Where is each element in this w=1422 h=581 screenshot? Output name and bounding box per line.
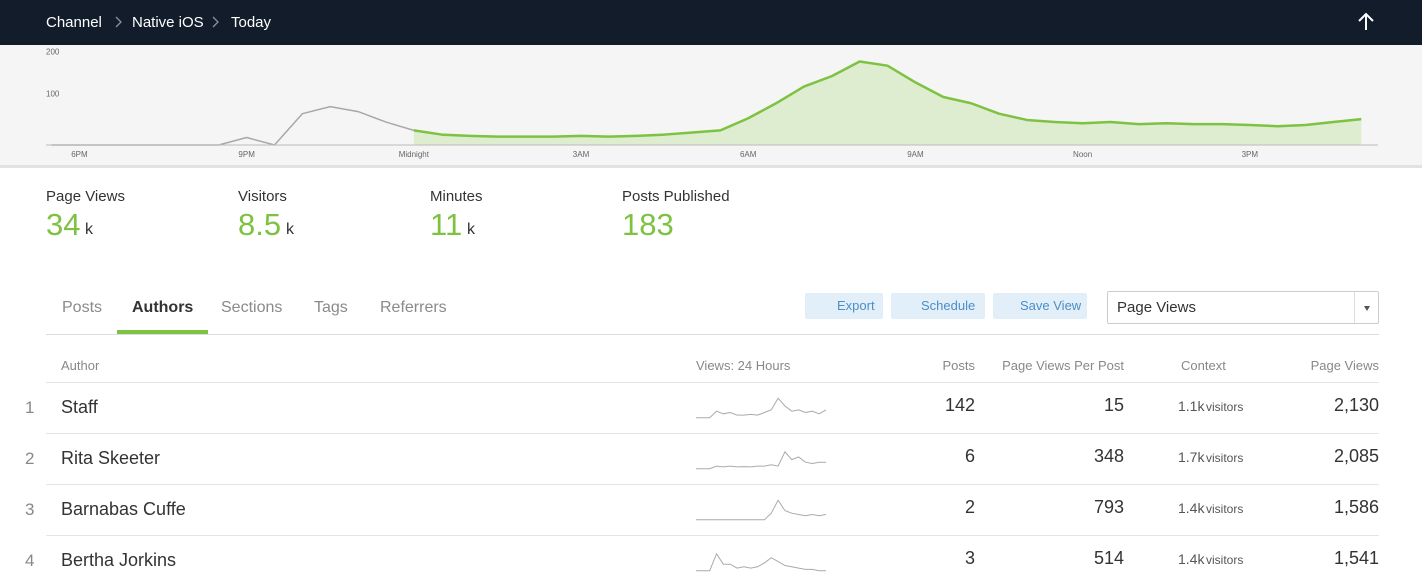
sparkline [696,397,826,419]
row-divider [46,535,1379,536]
context: 1.4k [1178,551,1205,567]
sparkline-line [696,397,826,419]
stat-label: Posts Published [622,188,730,205]
page-views: 1,586 [1333,497,1379,517]
stat-unit: k [467,221,475,238]
context: 1.4k [1178,500,1205,516]
page-views: 1,541 [1333,548,1379,568]
sparkline [696,552,826,572]
column-header[interactable]: Posts [942,358,975,373]
x-tick-label: 9PM [238,150,255,159]
context-unit: visitors [1206,400,1244,414]
x-tick-label: 9AM [907,150,924,159]
context-unit: visitors [1206,451,1244,465]
x-tick-label: 3AM [573,150,590,159]
row-divider [46,484,1379,485]
x-tick-label: 6PM [71,150,88,159]
area-fill [413,61,1362,145]
chart-panel: 100 200 6PM 9PM Midnight 3AM 6AM 9AM Noon 3PM [0,45,1422,168]
rank: 1 [25,398,35,417]
tab[interactable]: Authors [132,299,194,316]
sparkline-line [696,552,826,572]
breadcrumb-item[interactable]: Channel [46,14,102,31]
stat-unit: k [85,221,93,238]
tab[interactable]: Referrers [380,299,447,316]
tab[interactable]: Sections [221,299,283,316]
column-header[interactable]: Author [61,358,100,373]
stat-value: 11 [430,207,463,242]
button-label: Export [837,298,875,313]
page-views-per-post: 514 [1093,548,1124,568]
crumb-separator [115,16,122,28]
select-value: Page Views [1117,299,1196,316]
stat-label: Minutes [430,188,483,205]
sparkline-line [696,450,826,470]
button-label: Save View [1020,298,1082,313]
posts: 2 [964,497,975,517]
tab-divider [46,334,1379,335]
tab[interactable]: Tags [314,299,348,316]
context-unit: visitors [1206,502,1244,516]
toolbar-button[interactable]: Export [805,293,883,319]
sparkline-line [696,499,826,521]
author-name[interactable]: Bertha Jorkins [61,550,177,570]
row-divider [46,433,1379,434]
stat-label: Visitors [238,188,287,205]
column-header: Views: 24 Hours [696,358,791,373]
context: 1.7k [1178,449,1205,465]
toolbar-button[interactable]: Save View [993,293,1087,319]
sparkline [696,450,826,470]
posts: 6 [964,446,975,466]
tab-underline [117,330,208,334]
stat-value: 183 [622,207,674,242]
x-tick-label: Noon [1073,150,1092,159]
metric-select[interactable]: Page Views [1107,291,1379,324]
stat-label: Page Views [46,188,125,205]
rank: 2 [25,449,35,468]
breadcrumb-item[interactable]: Native iOS [132,14,204,31]
y-tick-label: 200 [46,48,60,57]
stat-value: 34 [46,207,81,242]
top-bar: Channel Native iOS Today [0,0,1422,45]
context-unit: visitors [1206,553,1244,567]
context: 1.1k [1178,398,1205,414]
stat-value: 8.5 [238,207,282,242]
x-tick-label: 6AM [740,150,757,159]
page-views: 2,085 [1333,446,1379,466]
page-views-per-post: 15 [1103,395,1124,415]
button-label: Schedule [921,298,976,313]
author-name[interactable]: Rita Skeeter [61,448,161,468]
series-line [413,60,1362,138]
rank: 4 [25,551,35,570]
page-views-per-post: 793 [1093,497,1124,517]
author-name[interactable]: Staff [61,397,98,417]
series-line [51,105,415,146]
stat-unit: k [286,221,294,238]
author-name[interactable]: Barnabas Cuffe [61,499,186,519]
sparkline [696,499,826,521]
rank: 3 [25,500,35,519]
traffic-chart: 100 200 6PM 9PM Midnight 3AM 6AM 9AM Noon 3PM [46,48,1378,159]
posts: 3 [964,548,975,568]
x-tick-label: 3PM [1242,150,1259,159]
posts: 142 [944,395,975,415]
breadcrumb-item[interactable]: Today [231,14,272,31]
y-tick-label: 100 [46,89,60,98]
crumb-separator [212,16,219,28]
select-divider [1354,292,1355,323]
scroll-up-button[interactable] [1358,12,1374,30]
column-header[interactable]: Context [1181,358,1226,373]
top-bar-icons [115,12,1374,30]
page-views-per-post: 348 [1093,446,1124,466]
row-divider [46,382,1379,383]
column-header[interactable]: Page Views [1310,358,1379,373]
page-views: 2,130 [1333,395,1379,415]
toolbar-button[interactable]: Schedule [891,293,985,319]
tab[interactable]: Posts [62,299,103,316]
select-arrow [1364,306,1370,311]
column-header[interactable]: Page Views Per Post [1002,358,1124,373]
x-tick-label: Midnight [399,150,430,159]
